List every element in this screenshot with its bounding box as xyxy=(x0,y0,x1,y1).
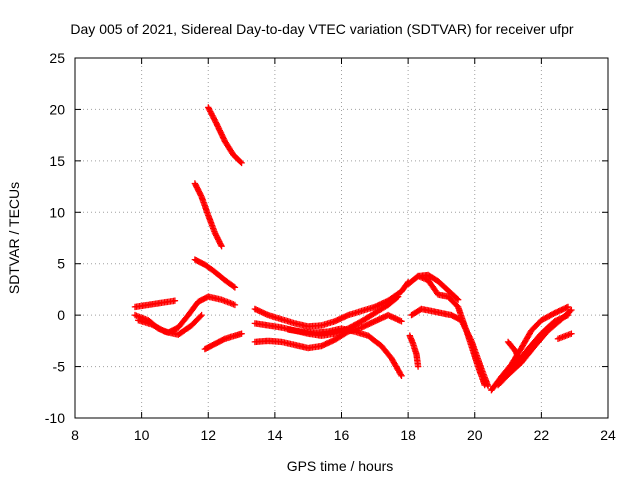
data-point xyxy=(343,312,350,319)
data-point xyxy=(197,313,204,320)
data-point xyxy=(206,106,213,114)
series-track-7 xyxy=(201,330,245,353)
series-track-10 xyxy=(251,311,405,352)
data-point xyxy=(516,355,523,362)
data-point xyxy=(198,311,205,319)
x-tick-label: 8 xyxy=(71,427,79,443)
data-point xyxy=(568,330,575,337)
data-point xyxy=(466,334,474,342)
data-point xyxy=(563,312,570,319)
data-point xyxy=(454,296,462,303)
y-tick-label: 25 xyxy=(49,50,65,66)
x-axis-label: GPS time / hours xyxy=(287,458,394,474)
series-track-2 xyxy=(191,180,225,250)
grid xyxy=(75,58,608,418)
data-point xyxy=(462,325,469,332)
data-point xyxy=(238,330,245,337)
series-track-19 xyxy=(554,330,575,342)
x-tick-label: 12 xyxy=(200,427,216,443)
series-track-12 xyxy=(406,332,422,370)
series-track-16 xyxy=(488,303,572,394)
data-point xyxy=(484,382,492,390)
data-point xyxy=(564,311,572,319)
data-point xyxy=(205,105,213,112)
data-point xyxy=(171,297,179,304)
data-point xyxy=(393,294,401,301)
x-tick-label: 20 xyxy=(467,427,483,443)
data-point xyxy=(464,329,471,336)
y-tick-label: 5 xyxy=(57,256,65,272)
chart-title: Day 005 of 2021, Sidereal Day-to-day VTE… xyxy=(70,21,574,37)
series-track-3 xyxy=(191,256,239,291)
data-point xyxy=(397,371,404,378)
series-track-20 xyxy=(504,338,525,366)
data-point xyxy=(160,327,167,335)
data-point xyxy=(217,241,225,249)
series-track-14 xyxy=(414,271,462,303)
x-tick-label: 18 xyxy=(400,427,416,443)
data-point xyxy=(210,115,217,122)
data-point xyxy=(238,159,245,167)
data-point xyxy=(231,301,239,309)
data-point xyxy=(218,243,225,250)
data-point xyxy=(398,372,405,379)
x-tick-label: 22 xyxy=(534,427,550,443)
data-point xyxy=(230,283,237,290)
data-point xyxy=(564,303,572,311)
series-track-4 xyxy=(131,297,179,311)
data-point xyxy=(518,359,525,366)
y-tick-label: -10 xyxy=(45,410,65,426)
series-track-11 xyxy=(285,325,405,379)
data-point xyxy=(568,306,575,314)
data-point xyxy=(398,318,405,325)
axes: 8 10 12 14 16 18 20 22 24 -10 -5 0 5 10 15 20 25 xyxy=(45,50,616,443)
x-tick-label: 24 xyxy=(600,427,616,443)
y-tick-label: 20 xyxy=(49,101,65,117)
series-track-1 xyxy=(205,104,245,167)
data-point xyxy=(567,307,574,315)
y-axis-label: SDTVAR / TECUs xyxy=(6,182,22,294)
data-point xyxy=(453,295,461,302)
x-tick-label: 10 xyxy=(134,427,150,443)
data-marks xyxy=(131,104,575,394)
data-point xyxy=(208,111,215,118)
series-track-8 xyxy=(251,279,412,330)
x-tick-label: 14 xyxy=(267,427,283,443)
y-tick-label: 0 xyxy=(57,307,65,323)
data-point xyxy=(394,293,402,300)
data-point xyxy=(414,363,422,370)
x-tick-label: 16 xyxy=(334,427,350,443)
data-point xyxy=(237,158,244,166)
data-point xyxy=(211,116,218,123)
data-point xyxy=(231,284,239,291)
data-point xyxy=(197,192,205,199)
y-tick-label: -5 xyxy=(53,359,66,375)
y-tick-label: 10 xyxy=(49,204,65,220)
data-point xyxy=(466,333,473,340)
series-track-15 xyxy=(408,305,492,390)
y-tick-label: 15 xyxy=(49,153,65,169)
data-point xyxy=(517,357,524,365)
series-track-6 xyxy=(135,311,205,338)
